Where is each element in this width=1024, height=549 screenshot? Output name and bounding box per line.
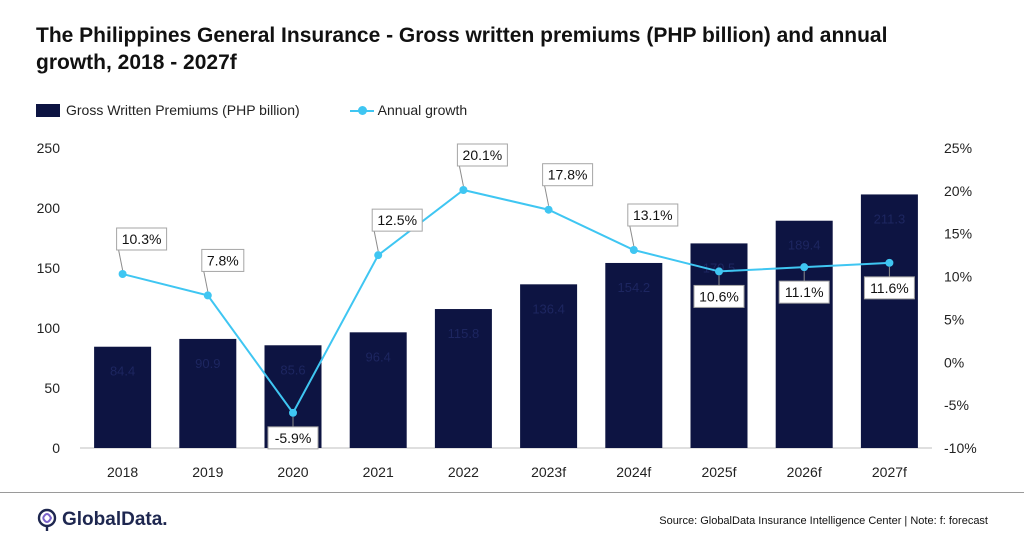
growth-point [800,263,809,272]
logo-text: GlobalData. [62,509,168,530]
growth-label-box [267,426,319,450]
globaldata-logo: GlobalData. [36,508,168,532]
y-left-tick-label: 150 [37,260,61,276]
growth-point [885,258,894,267]
legend-bar-swatch [36,103,60,117]
growth-value-label: 11.1% [785,284,824,300]
bar-value-label: 136.4 [532,301,565,316]
growth-value-label: 20.1% [463,147,503,163]
growth-point [544,205,553,214]
x-tick-label: 2027f [872,464,907,480]
growth-label-leader [203,271,209,292]
growth-label-leader [118,249,124,271]
bar-value-label: 84.4 [110,364,135,379]
growth-label-box [778,280,830,304]
growth-point [374,251,383,260]
growth-point [289,408,297,417]
growth-point [203,291,212,300]
legend-line-swatch [349,104,374,117]
growth-label-box [693,284,745,308]
y-right-tick-label: -10% [944,440,977,456]
y-right-tick-label: 15% [944,226,972,242]
bar-value-label: 154.2 [618,280,651,295]
bar [775,220,833,448]
growth-value-label: 7.8% [207,252,239,268]
growth-label-box [371,208,423,232]
growth-label-box [201,248,245,272]
x-tick-label: 2020 [277,464,308,480]
legend: Gross Written Premiums (PHP billion) Ann… [36,100,467,120]
growth-value-label: 10.3% [122,231,162,247]
x-tick-label: 2024f [616,464,651,480]
y-left-tick-label: 0 [52,440,60,456]
bar [434,309,492,448]
bar-value-label: 96.4 [366,349,391,364]
bar [860,194,918,448]
growth-point [629,246,638,254]
y-right-tick-label: -5% [944,397,969,413]
chart-title: The Philippines General Insurance - Gros… [36,24,888,74]
legend-line-label: Annual growth [377,102,468,118]
growth-label-box [456,143,508,167]
y-left-tick-label: 250 [37,140,61,156]
y-right-tick-label: 10% [944,269,972,285]
y-left-tick-label: 100 [37,320,61,336]
growth-value-label: 12.5% [377,212,417,228]
growth-label-leader [373,231,379,252]
growth-value-label: 11.6% [870,280,909,296]
growth-point [715,267,723,276]
x-tick-label: 2026f [787,464,822,480]
growth-point [118,270,127,278]
bar [179,338,237,448]
growth-label-box [863,276,915,300]
x-tick-label: 2018 [107,464,138,480]
globaldata-logo-icon [37,508,57,531]
y-left-tick-label: 50 [44,380,60,396]
growth-label-leader [544,185,550,206]
growth-value-label: 10.6% [699,288,739,304]
growth-line [122,188,890,415]
growth-label-box [542,163,594,187]
y-right-tick-label: 25% [944,140,972,156]
x-tick-label: 2022 [448,464,479,480]
bar [605,262,663,448]
growth-value-label: 13.1% [633,207,673,223]
y-left-tick-label: 200 [37,200,61,216]
bar-value-label: 90.9 [195,356,220,371]
growth-value-label: 17.8% [548,167,588,183]
legend-bar-label: Gross Written Premiums (PHP billion) [66,102,300,118]
y-right-tick-label: 0% [944,354,964,370]
growth-label-box [627,203,679,227]
bar [94,346,152,448]
x-tick-label: 2023f [531,464,566,480]
growth-label-box [116,227,168,251]
bar-value-label: 189.4 [788,238,821,253]
source-note: Source: GlobalData Insurance Intelligenc… [659,515,988,527]
bar-value-label: 85.6 [280,362,305,377]
growth-value-label: -5.9% [275,430,312,446]
growth-label-leader [629,225,635,247]
y-right-tick-label: 5% [944,311,964,327]
y-right-tick-label: 20% [944,183,972,199]
x-tick-label: 2021 [363,464,394,480]
growth-label-leader [458,165,464,187]
bar-value-label: 211.3 [874,211,906,226]
growth-point [459,186,468,194]
footer-divider [0,492,1024,493]
x-tick-label: 2019 [192,464,223,480]
bar-value-label: 115.8 [448,326,480,341]
bar [520,284,578,448]
bar [349,332,407,448]
combo-chart: 0 50 100 150 200 250 -10% -5% 0% 5% 10% 15% 20% 25% 84… [37,140,977,480]
x-tick-label: 2025f [701,464,736,480]
